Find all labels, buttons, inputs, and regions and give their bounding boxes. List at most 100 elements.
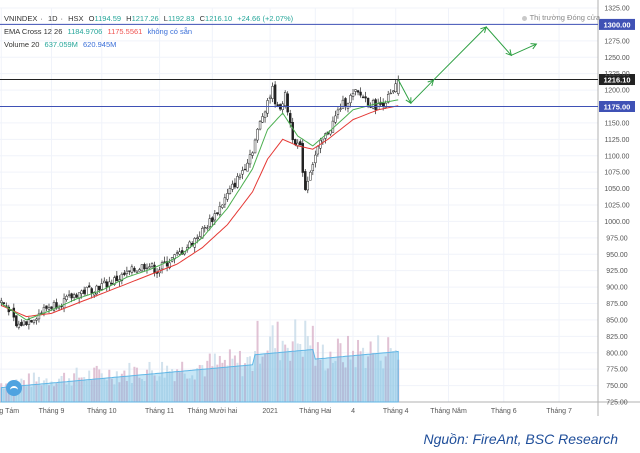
candle-body bbox=[70, 293, 73, 299]
open-label: O bbox=[88, 14, 95, 23]
ema-fast-value: 1184.9706 bbox=[67, 27, 103, 36]
y-tick-label: 875.00 bbox=[606, 301, 628, 308]
volume-bar bbox=[173, 381, 176, 402]
volume-bar bbox=[372, 353, 375, 402]
candle-body bbox=[90, 288, 93, 294]
volume-bar bbox=[181, 361, 184, 402]
candle-body bbox=[344, 98, 347, 107]
candle-body bbox=[130, 266, 134, 273]
y-tick-label: 1050.00 bbox=[604, 186, 629, 193]
candle-body bbox=[248, 154, 252, 165]
volume-bar bbox=[321, 344, 324, 402]
volume-bar bbox=[120, 373, 123, 402]
exchange: HSX bbox=[68, 14, 84, 23]
volume-bar bbox=[341, 362, 344, 402]
volume-legend[interactable]: Volume 20 637.059M 620.945M bbox=[4, 40, 119, 49]
candle-body bbox=[65, 296, 68, 300]
volume-bar bbox=[83, 376, 86, 402]
key-level-tag bbox=[599, 18, 635, 30]
candle-body bbox=[150, 263, 154, 267]
candle-body bbox=[32, 319, 36, 323]
candle-body bbox=[211, 217, 214, 223]
y-tick-label: 1125.00 bbox=[605, 137, 630, 144]
volume-bar bbox=[63, 372, 66, 402]
y-tick-label: 900.00 bbox=[606, 285, 628, 292]
volume-bar bbox=[7, 388, 10, 402]
volume-bar bbox=[25, 386, 28, 402]
volume-bar bbox=[148, 361, 151, 402]
y-tick-label: 925.00 bbox=[606, 268, 628, 275]
ema-label: EMA Cross 12 26 bbox=[4, 27, 63, 36]
candle-body bbox=[306, 181, 309, 191]
volume-bar bbox=[254, 351, 257, 402]
volume-bar bbox=[223, 359, 226, 402]
volume-bar bbox=[377, 335, 380, 402]
candle-body bbox=[236, 176, 239, 188]
volume-bar bbox=[188, 378, 191, 402]
volume-bar bbox=[218, 355, 221, 402]
candle-body bbox=[22, 320, 26, 326]
volume-bar bbox=[221, 362, 224, 402]
candle-body bbox=[311, 164, 315, 172]
candle-body bbox=[253, 139, 257, 154]
volume-bar bbox=[40, 385, 43, 402]
volume-average-area bbox=[0, 348, 399, 403]
volume-bar bbox=[231, 358, 234, 402]
volume-value-1: 637.059M bbox=[44, 40, 78, 49]
y-tick-label: 775.00 bbox=[606, 367, 628, 374]
key-level-label: 1175.00 bbox=[604, 103, 631, 112]
volume-bar bbox=[138, 377, 141, 402]
candle-body bbox=[103, 280, 106, 284]
candle-body bbox=[37, 313, 41, 320]
candle-body bbox=[35, 318, 38, 321]
volume-bar bbox=[95, 365, 98, 402]
candle-body bbox=[386, 94, 390, 103]
volume-bar bbox=[50, 381, 53, 402]
volume-bar bbox=[73, 373, 76, 402]
candle-body bbox=[208, 218, 212, 227]
x-tick-label: Tháng Hai bbox=[299, 408, 332, 415]
volume-bar bbox=[304, 320, 307, 402]
market-status: Thị trường Đóng cửa bbox=[521, 13, 600, 22]
volume-bar bbox=[392, 351, 395, 402]
forecast-arrow-path bbox=[397, 26, 537, 105]
candle-body bbox=[138, 269, 141, 272]
candle-body bbox=[309, 171, 312, 181]
volume-bar bbox=[2, 388, 5, 402]
x-tick-label: Tháng 6 bbox=[491, 408, 517, 415]
volume-bar bbox=[70, 385, 73, 402]
volume-bar bbox=[206, 360, 209, 402]
candle-body bbox=[110, 282, 114, 285]
volume-bar bbox=[153, 375, 156, 402]
forecast-arrowhead bbox=[405, 97, 412, 105]
volume-bar bbox=[309, 345, 312, 402]
volume-bar bbox=[339, 343, 342, 402]
volume-bar bbox=[108, 369, 111, 402]
volume-bar bbox=[344, 367, 347, 402]
volume-bar bbox=[176, 369, 179, 402]
ema-fast-line bbox=[1, 99, 399, 321]
candle-body bbox=[115, 275, 119, 282]
candle-body bbox=[15, 315, 18, 327]
volume-bar bbox=[163, 377, 166, 402]
y-tick-label: 1250.00 bbox=[604, 55, 629, 62]
volume-bar bbox=[115, 371, 118, 402]
candle-body bbox=[148, 266, 151, 269]
low-value: 1192.83 bbox=[167, 14, 195, 23]
volume-bar bbox=[294, 319, 297, 402]
x-tick-label: Tháng 11 bbox=[145, 408, 174, 415]
volume-bar bbox=[198, 364, 201, 402]
volume-bar bbox=[346, 335, 350, 402]
candle-body bbox=[145, 267, 149, 270]
volume-bar bbox=[216, 364, 219, 402]
ema-slow-line bbox=[1, 105, 399, 318]
candle-body bbox=[389, 92, 392, 95]
volume-bar bbox=[314, 365, 317, 402]
candle-body bbox=[20, 322, 23, 326]
ema-legend[interactable]: EMA Cross 12 26 1184.9706 1175.5561 khôn… bbox=[4, 27, 195, 36]
volume-bar bbox=[58, 378, 61, 402]
candle-body bbox=[349, 95, 352, 104]
volume-bar bbox=[191, 375, 194, 402]
volume-bar bbox=[364, 367, 367, 402]
volume-bar bbox=[37, 376, 40, 402]
